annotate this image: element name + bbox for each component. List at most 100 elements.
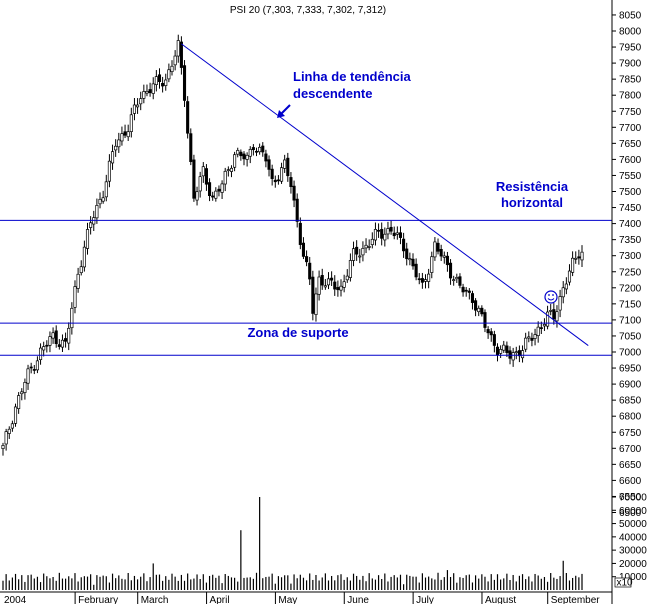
candle-body — [23, 382, 27, 393]
candle-body — [48, 336, 52, 346]
volume-bar — [52, 577, 54, 590]
candle-body — [195, 191, 199, 201]
month-label: September — [551, 595, 601, 604]
candle-body — [301, 242, 306, 257]
candle-body — [308, 262, 312, 280]
volume-bar — [521, 574, 524, 590]
volume-bar — [124, 579, 126, 590]
candle-body — [542, 324, 546, 327]
volume-bar — [540, 578, 542, 590]
price-tick-label: 6600 — [619, 476, 642, 487]
volume-tick-label: 70000 — [619, 493, 647, 504]
volume-bar — [21, 575, 23, 590]
level-layer — [0, 43, 612, 356]
volume-bar — [562, 560, 564, 590]
candle-body — [414, 263, 418, 278]
volume-bar — [55, 580, 57, 590]
volume-bar — [490, 574, 492, 590]
candle-body — [10, 423, 14, 429]
candle-body — [217, 188, 221, 192]
volume-bar — [68, 576, 70, 590]
price-tick-label: 6700 — [619, 444, 642, 455]
volume-bar — [318, 580, 320, 590]
volume-unit-box — [614, 577, 632, 588]
month-label: June — [347, 595, 369, 604]
volume-bar — [93, 584, 95, 590]
candle-body — [32, 369, 36, 371]
volume-bar — [86, 576, 89, 590]
volume-bar — [431, 578, 433, 590]
volume-bar — [299, 574, 301, 590]
volume-bar — [127, 573, 129, 590]
candle-body — [464, 289, 468, 292]
volume-tick-label: 10000 — [619, 572, 647, 583]
volume-bar — [83, 576, 85, 590]
volume-bar — [199, 579, 201, 590]
price-tick-label: 7250 — [619, 267, 642, 278]
volume-bar — [315, 574, 317, 590]
candle-body — [136, 104, 140, 108]
volume-bar — [187, 573, 189, 590]
volume-unit-label: x10 — [617, 578, 634, 589]
candle-body — [392, 232, 396, 237]
price-tick-label: 7200 — [619, 283, 642, 294]
candle-body — [110, 151, 115, 164]
candle-body — [486, 329, 490, 334]
volume-bar — [183, 580, 186, 590]
volume-bar — [246, 577, 248, 590]
volume-bar — [165, 576, 167, 590]
volume-bar — [377, 575, 380, 590]
volume-bar — [409, 575, 411, 590]
candle-body — [123, 131, 127, 136]
candle-body — [430, 256, 434, 273]
candle-body — [305, 256, 309, 263]
volume-bar — [493, 579, 495, 590]
volume-bar — [33, 578, 35, 590]
candle-body — [420, 278, 424, 283]
volume-bar — [515, 581, 517, 590]
volume-bar — [168, 579, 170, 590]
volume-bar — [99, 576, 101, 590]
candle-body — [251, 147, 255, 151]
volume-bar — [302, 577, 305, 590]
candle-body — [361, 248, 365, 256]
price-tick-label: 7750 — [619, 107, 642, 118]
candle-body — [373, 229, 377, 241]
volume-bar — [259, 497, 261, 590]
candle-body — [85, 229, 90, 249]
volume-bar — [105, 576, 107, 590]
candle-body — [339, 285, 343, 291]
volume-bar — [393, 575, 395, 590]
trendline-label-line2: descendente — [293, 86, 372, 101]
candle-body — [248, 149, 252, 157]
volume-bar — [474, 575, 477, 590]
candle-body — [229, 167, 234, 172]
candle-body — [417, 278, 421, 281]
volume-bar — [227, 575, 229, 590]
candle-body — [270, 168, 274, 179]
volume-bar — [252, 578, 254, 590]
volume-bar — [528, 576, 530, 590]
volume-bar — [18, 579, 20, 590]
price-tick-label: 7950 — [619, 43, 642, 54]
candle-body — [533, 334, 537, 339]
volume-bar — [321, 577, 323, 590]
candle-body — [220, 183, 224, 193]
candle-body — [245, 154, 249, 160]
volume-bar — [356, 575, 358, 590]
volume-bar — [327, 580, 330, 590]
volume-bar — [434, 579, 436, 590]
volume-bar — [221, 583, 223, 590]
volume-bar — [484, 576, 486, 590]
candle-body — [254, 150, 259, 153]
candle-body — [345, 275, 349, 281]
month-label: February — [78, 595, 118, 604]
volume-bar — [108, 582, 111, 590]
candle-body — [4, 431, 8, 445]
volume-bar — [384, 573, 386, 590]
candle-body — [54, 330, 58, 344]
volume-bar — [155, 574, 157, 590]
volume-bar — [424, 577, 427, 590]
price-tick-label: 7500 — [619, 187, 642, 198]
